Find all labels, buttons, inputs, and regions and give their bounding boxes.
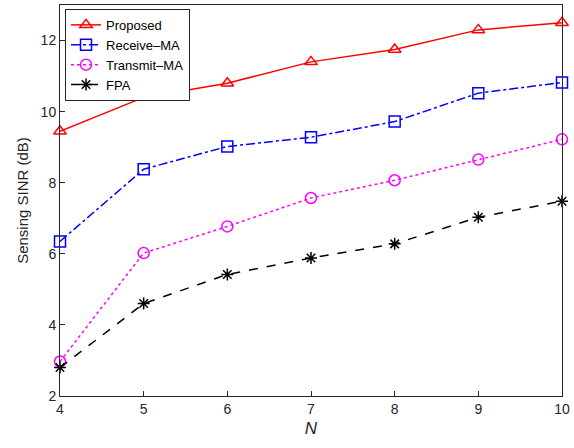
svg-text:10: 10 (554, 401, 570, 417)
svg-text:Sensing SINR (dB): Sensing SINR (dB) (14, 137, 31, 264)
svg-text:5: 5 (140, 401, 148, 417)
svg-text:8: 8 (48, 175, 56, 191)
svg-text:12: 12 (41, 32, 57, 48)
svg-text:Transmit–MA: Transmit–MA (106, 58, 183, 73)
svg-text:9: 9 (474, 401, 482, 417)
svg-text:4: 4 (56, 401, 64, 417)
svg-text:10: 10 (41, 104, 57, 120)
svg-text:4: 4 (48, 317, 56, 333)
svg-text:6: 6 (48, 246, 56, 262)
svg-text:N: N (305, 419, 318, 438)
svg-text:7: 7 (307, 401, 315, 417)
svg-text:FPA: FPA (106, 78, 131, 93)
svg-text:Proposed: Proposed (106, 18, 162, 33)
svg-text:Receive–MA: Receive–MA (106, 38, 180, 53)
svg-text:2: 2 (48, 388, 56, 404)
svg-text:6: 6 (223, 401, 231, 417)
svg-text:8: 8 (391, 401, 399, 417)
